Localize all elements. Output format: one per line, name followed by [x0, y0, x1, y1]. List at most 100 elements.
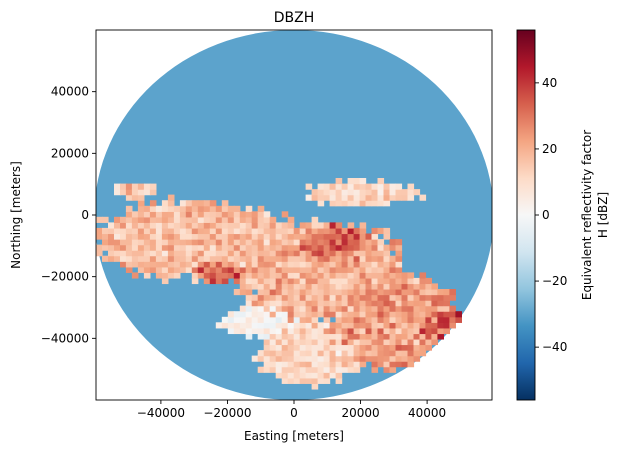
- radar-pixel: [383, 366, 391, 373]
- radar-pixel: [149, 189, 157, 196]
- radar-pixel: [311, 327, 319, 335]
- radar-pixel: [407, 327, 415, 335]
- radar-pixel: [131, 250, 139, 257]
- radar-pixel: [305, 289, 313, 296]
- radar-pixel: [203, 272, 211, 279]
- radar-pixel: [365, 283, 373, 290]
- radar-pixel: [443, 327, 450, 335]
- radar-pixel: [305, 272, 313, 279]
- radar-pixel: [269, 216, 277, 223]
- radar-pixel: [305, 233, 313, 240]
- radar-pixel: [395, 189, 403, 196]
- radar-pixel: [245, 216, 253, 223]
- radar-pixel: [287, 300, 295, 307]
- radar-pixel: [251, 250, 259, 257]
- radar-pixel: [251, 283, 259, 290]
- radar-pixel: [203, 222, 211, 229]
- radar-pixel: [317, 355, 325, 362]
- radar-pixel: [269, 300, 277, 307]
- radar-pixel: [167, 227, 175, 235]
- radar-pixel: [299, 283, 307, 290]
- radar-pixel: [143, 255, 151, 262]
- radar-pixel: [323, 233, 331, 240]
- radar-pixel: [269, 222, 277, 229]
- radar-pixel: [227, 261, 235, 268]
- radar-pixel: [419, 294, 427, 301]
- radar-pixel: [377, 344, 385, 351]
- radar-pixel: [263, 222, 271, 229]
- radar-pixel: [353, 289, 361, 296]
- radar-pixel: [437, 305, 444, 312]
- radar-pixel: [287, 277, 295, 285]
- radar-pixel: [245, 255, 253, 262]
- radar-pixel: [108, 233, 115, 240]
- radar-pixel: [305, 366, 313, 373]
- radar-pixel: [419, 322, 427, 329]
- radar-pixel: [114, 244, 121, 251]
- radar-pixel: [275, 344, 283, 351]
- radar-pixel: [257, 239, 265, 246]
- radar-pixel: [305, 333, 313, 340]
- radar-pixel: [131, 239, 139, 246]
- radar-pixel: [335, 366, 343, 373]
- radar-pixel: [413, 311, 421, 318]
- radar-pixel: [323, 344, 331, 351]
- radar-pixel: [257, 311, 265, 318]
- radar-pixel: [401, 311, 409, 318]
- radar-pixel: [102, 255, 109, 262]
- radar-pixel: [245, 300, 253, 307]
- y-tick-label: 40000: [51, 85, 89, 99]
- radar-pixel: [311, 194, 319, 201]
- radar-pixel: [377, 261, 385, 268]
- radar-pixel: [263, 250, 271, 257]
- radar-pixel: [329, 277, 337, 285]
- radar-pixel: [293, 366, 301, 373]
- radar-pixel: [197, 227, 205, 235]
- chart-title: DBZH: [274, 10, 315, 26]
- radar-pixel: [389, 350, 397, 357]
- radar-pixel: [347, 194, 355, 201]
- radar-pixel: [203, 200, 211, 207]
- radar-pixel: [335, 377, 343, 384]
- radar-pixel: [114, 250, 121, 257]
- radar-pixel: [407, 277, 415, 285]
- radar-pixel: [335, 277, 343, 285]
- radar-pixel: [293, 361, 301, 368]
- radar-pixel: [377, 239, 385, 246]
- radar-pixel: [431, 322, 438, 329]
- radar-pixel: [353, 183, 361, 190]
- radar-pixel: [203, 266, 211, 273]
- radar-pixel: [407, 272, 415, 279]
- radar-pixel: [155, 250, 163, 257]
- radar-pixel: [359, 183, 367, 190]
- radar-pixel: [299, 344, 307, 351]
- radar-pixel: [395, 338, 403, 346]
- radar-pixel: [120, 244, 127, 251]
- radar-pixel: [263, 333, 271, 340]
- radar-pixel: [275, 244, 283, 251]
- radar-pixel: [197, 222, 205, 229]
- radar-pixel: [347, 261, 355, 268]
- radar-pixel: [341, 233, 349, 240]
- radar-pixel: [443, 300, 450, 307]
- radar-pixel: [371, 316, 379, 323]
- radar-pixel: [281, 361, 289, 368]
- radar-pixel: [185, 216, 193, 223]
- radar-pixel: [239, 283, 247, 290]
- radar-pixel: [173, 261, 181, 268]
- radar-pixel: [377, 255, 385, 262]
- radar-pixel: [131, 222, 139, 229]
- radar-pixel: [353, 255, 361, 262]
- radar-pixel: [377, 200, 385, 207]
- radar-pixel: [371, 272, 379, 279]
- radar-pixel: [341, 194, 349, 201]
- radar-pixel: [401, 294, 409, 301]
- radar-pixel: [437, 322, 444, 329]
- radar-pixel: [233, 222, 241, 229]
- radar-pixel: [173, 216, 181, 223]
- radar-pixel: [365, 277, 373, 285]
- radar-pixel: [425, 283, 432, 290]
- radar-pixel: [341, 261, 349, 268]
- radar-pixel: [257, 294, 265, 301]
